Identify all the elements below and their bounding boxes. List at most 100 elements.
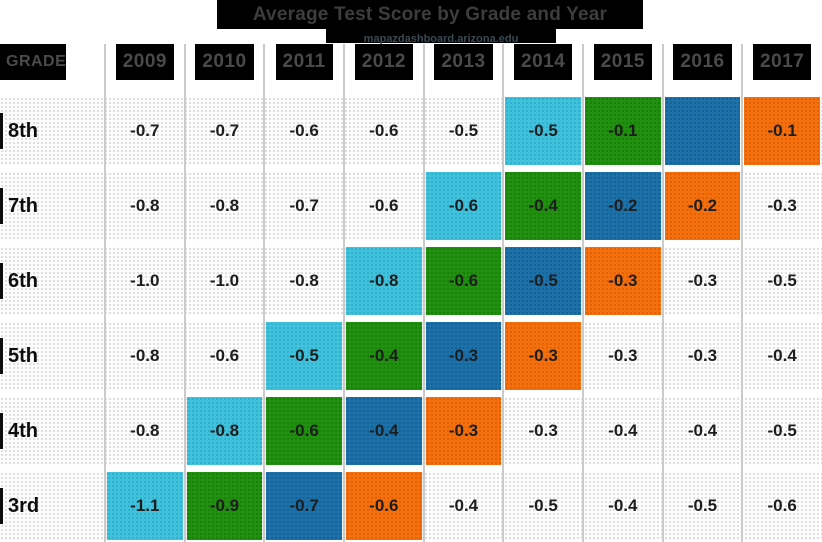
heatmap-value: -0.5 [767, 421, 797, 440]
heatmap-value: -0.6 [289, 421, 319, 440]
heatmap-value: -0.5 [528, 121, 558, 140]
heatmap-cell-highlight-green [266, 397, 342, 465]
year-header-label: 2009 [115, 44, 174, 80]
heatmap-value: -0.8 [289, 271, 319, 290]
heatmap-value: -0.7 [209, 121, 240, 140]
heatmap-value: -0.6 [767, 496, 797, 515]
heatmap-value: -1.0 [130, 271, 160, 290]
heatmap-cell-highlight-orange [425, 397, 502, 465]
heatmap-cell-highlight-green [346, 322, 422, 390]
heatmap-value: -1.0 [209, 271, 240, 290]
heatmap-value: -0.8 [369, 271, 399, 290]
grade-row-4th: 4th -0.8 -0.8 -0.6 -0.4 -0.3 -0.3 -0.4 -0.4 -0.5 [0, 397, 822, 465]
column-divider [104, 44, 106, 542]
year-header-2017: 2017 [742, 44, 822, 80]
heatmap-value: -0.6 [448, 196, 479, 215]
heatmap-cell-highlight-cyan [346, 247, 422, 315]
heatmap-value: -0.8 [130, 346, 160, 365]
heatmap-cell-highlight-blue [266, 472, 342, 540]
year-header-2009: 2009 [105, 44, 185, 80]
heatmap-cell-highlight-green [425, 247, 502, 315]
heatmap-value: -0.8 [130, 196, 160, 215]
heatmap-value: -0.1 [608, 121, 638, 140]
heatmap-cell-highlight-green [585, 97, 661, 165]
year-header-2010: 2010 [185, 44, 265, 80]
year-header-label: 2011 [275, 44, 333, 80]
heatmap-value: -0.5 [528, 496, 558, 515]
year-header-label: 2015 [593, 44, 652, 80]
grade-row-label: 4th [0, 413, 38, 449]
heatmap-value: -0.7 [289, 196, 319, 215]
column-divider [263, 44, 266, 542]
heatmap-cell-highlight-green [505, 172, 581, 240]
heatmap-value: -0.2 [608, 196, 638, 215]
heatmap-cell-highlight-orange [585, 247, 661, 315]
heatmap-value: -0.6 [289, 121, 319, 140]
column-divider [582, 44, 584, 542]
heatmap-value: -0.6 [369, 496, 399, 515]
grade-row-label: 7th [0, 188, 38, 224]
heatmap-cell-highlight-orange [505, 322, 581, 390]
heatmap-value: -0.4 [528, 196, 558, 215]
heatmap-value: -0.8 [209, 421, 240, 440]
heatmap-value: -0.4 [608, 496, 638, 515]
heatmap-value: -0.8 [130, 421, 160, 440]
heatmap-value: -0.3 [528, 421, 558, 440]
year-header-2014: 2014 [503, 44, 583, 80]
column-divider [741, 44, 744, 542]
heatmap-cell-highlight-cyan [266, 322, 342, 390]
heatmap-cell-highlight-cyan [425, 172, 502, 240]
heatmap-value: -0.1 [767, 121, 797, 140]
chart-title: Average Test Score by Grade and Year [252, 4, 608, 25]
chart-subtitle-box: mapazdashboard.arizona.edu [326, 29, 556, 45]
heatmap-cell-highlight-cyan [505, 97, 581, 165]
grade-row-6th: 6th -1.0 -1.0 -0.8 -0.8 -0.6 -0.5 -0.3 -0.3 -0.5 [0, 247, 822, 315]
year-header-label: 2016 [673, 44, 732, 80]
heatmap-value: -1.1 [130, 496, 160, 515]
heatmap-value: -0.3 [448, 421, 479, 440]
heatmap-value: -0.8 [209, 196, 240, 215]
year-header-2015: 2015 [583, 44, 663, 80]
heatmap-value: -0.9 [209, 496, 240, 515]
year-header-2012: 2012 [344, 44, 424, 80]
heatmap-cell-highlight-orange [346, 472, 422, 540]
heatmap-value: -0.2 [687, 196, 718, 215]
heatmap-cell-highlight-blue [425, 322, 502, 390]
grade-row-8th: 8th -0.7 -0.7 -0.6 -0.6 -0.5 -0.5 -0.1 -0.1 [0, 97, 822, 165]
heatmap-value: -0.3 [687, 346, 718, 365]
year-header-2011: 2011 [264, 44, 344, 80]
heatmap-cell-highlight-cyan [186, 397, 263, 465]
heatmap-value: -0.3 [767, 196, 797, 215]
year-header-2016: 2016 [663, 44, 743, 80]
column-divider [502, 44, 505, 542]
heatmap-value: -0.3 [687, 271, 718, 290]
year-header-label: 2017 [753, 44, 812, 80]
heatmap-value: -0.3 [448, 346, 479, 365]
heatmap-cell-highlight-blue [664, 97, 741, 165]
grade-row-label: 5th [0, 338, 38, 374]
heatmap-value: -0.4 [687, 421, 718, 440]
heatmap-value: -0.6 [369, 196, 399, 215]
grade-row-label: 8th [0, 113, 38, 149]
heatmap-value: -0.3 [608, 346, 638, 365]
heatmap-cell-highlight-orange [744, 97, 820, 165]
heatmap-value: -0.3 [608, 271, 638, 290]
grade-row-3rd: 3rd -1.1 -0.9 -0.7 -0.6 -0.4 -0.5 -0.4 -0.5 -0.6 [0, 472, 822, 540]
heatmap-value: -0.5 [289, 346, 319, 365]
year-header-label: 2010 [195, 44, 254, 80]
chart-title-box: Average Test Score by Grade and Year [217, 0, 643, 29]
heatmap-value: -0.5 [767, 271, 797, 290]
heatmap-value: -0.7 [130, 121, 160, 140]
heatmap-cell-highlight-cyan [107, 472, 183, 540]
grade-column-header: GRADE [0, 44, 66, 80]
heatmap-value: -0.4 [767, 346, 797, 365]
year-header-2013: 2013 [424, 44, 504, 80]
heatmap-value: -0.6 [448, 271, 479, 290]
column-divider [343, 44, 345, 542]
heatmap-value: -0.7 [289, 496, 319, 515]
grade-row-label: 6th [0, 263, 38, 299]
heatmap-value: -0.4 [608, 421, 638, 440]
year-header-label: 2013 [434, 44, 493, 80]
heatmap-value: -0.5 [687, 496, 718, 515]
column-divider [422, 44, 425, 542]
